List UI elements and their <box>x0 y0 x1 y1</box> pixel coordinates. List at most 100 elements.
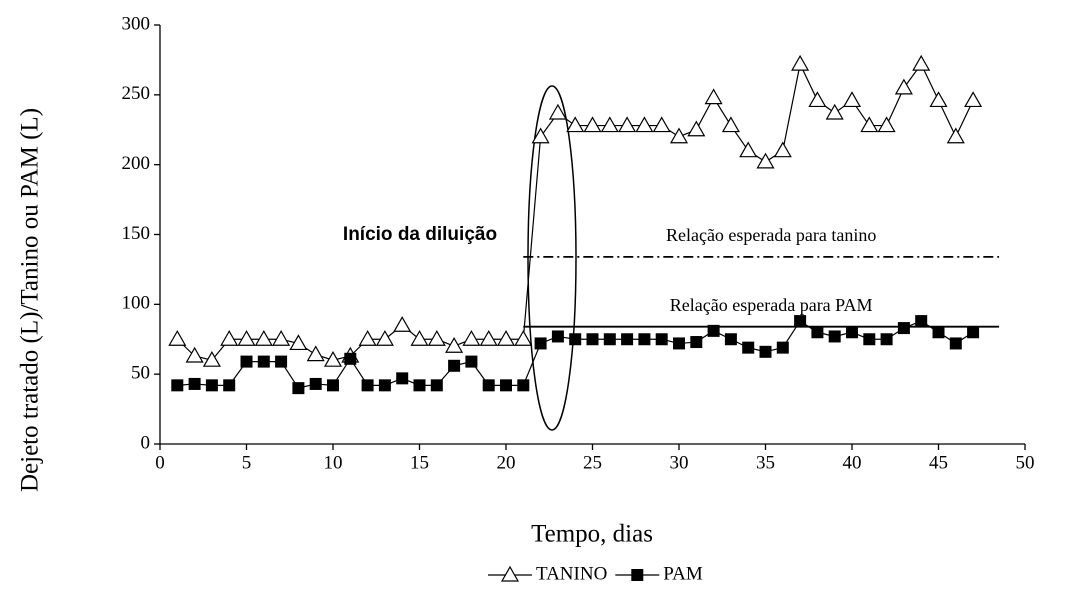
point <box>877 116 896 133</box>
x-tick-label: 10 <box>324 452 343 473</box>
point <box>721 116 740 133</box>
point <box>361 379 374 392</box>
point <box>500 379 512 392</box>
x-tick-label: 35 <box>756 452 775 473</box>
point <box>358 330 377 346</box>
annotation: Início da diluição <box>343 224 497 245</box>
point <box>289 334 308 351</box>
point <box>863 333 876 346</box>
point <box>635 116 654 133</box>
point <box>413 379 426 392</box>
point <box>704 88 723 105</box>
point <box>808 91 827 108</box>
point <box>687 120 706 137</box>
point <box>880 333 893 346</box>
point <box>773 141 792 158</box>
point <box>912 54 931 71</box>
point <box>621 333 634 346</box>
point <box>618 116 637 133</box>
point <box>756 152 775 169</box>
reference-label: Relação esperada para tanino <box>666 225 876 245</box>
point <box>894 78 913 95</box>
y-tick-label: 100 <box>122 293 151 314</box>
point <box>275 355 288 368</box>
point <box>915 315 928 328</box>
point <box>448 359 461 372</box>
point <box>327 379 339 392</box>
point <box>292 382 305 395</box>
legend-label: TANINO <box>536 563 607 584</box>
point <box>603 333 616 346</box>
point <box>534 337 547 350</box>
point <box>430 379 443 392</box>
x-tick-label: 50 <box>1016 452 1035 473</box>
point <box>759 345 772 358</box>
point <box>548 103 567 120</box>
legend-marker <box>500 565 520 582</box>
y-tick-label: 200 <box>122 153 151 174</box>
point <box>479 330 498 346</box>
highlight-ellipse <box>527 85 577 431</box>
point <box>393 316 412 332</box>
point <box>220 330 239 346</box>
point <box>583 116 602 133</box>
y-tick-label: 250 <box>122 83 151 104</box>
point <box>946 127 965 144</box>
point <box>272 330 291 346</box>
x-tick-label: 5 <box>242 452 252 473</box>
point <box>586 333 599 346</box>
point <box>306 345 325 362</box>
point <box>465 355 478 368</box>
x-tick-label: 15 <box>410 452 429 473</box>
point <box>168 330 187 346</box>
y-tick-label: 150 <box>122 223 151 244</box>
x-tick-label: 25 <box>583 452 602 473</box>
point <box>846 326 858 339</box>
point <box>185 346 204 363</box>
point <box>811 326 824 339</box>
point <box>202 350 221 367</box>
x-tick-label: 30 <box>670 452 689 473</box>
x-tick-label: 40 <box>843 452 862 473</box>
point <box>690 336 703 349</box>
point <box>673 337 685 350</box>
point <box>964 91 983 108</box>
point <box>396 372 409 385</box>
point <box>254 330 273 346</box>
point <box>652 116 671 133</box>
point <box>514 330 533 346</box>
point <box>551 330 564 343</box>
point <box>323 350 343 367</box>
reference-label: Relação esperada para PAM <box>670 295 873 315</box>
point <box>967 326 980 339</box>
x-tick-label: 0 <box>155 452 165 473</box>
point <box>776 341 789 354</box>
point <box>378 379 391 392</box>
point <box>566 116 585 133</box>
point <box>309 377 322 390</box>
point <box>828 330 841 343</box>
point <box>496 330 516 346</box>
legend-marker <box>631 569 644 581</box>
point <box>569 333 582 346</box>
x-axis-label: Tempo, dias <box>531 521 653 548</box>
y-axis-label: Dejeto tratado (L)/Tanino ou PAM (L) <box>17 108 44 492</box>
point <box>724 333 737 346</box>
point <box>205 379 218 392</box>
point <box>949 337 962 350</box>
point <box>531 127 550 144</box>
point <box>655 333 668 346</box>
y-tick-label: 0 <box>141 432 151 453</box>
point <box>842 91 862 108</box>
point <box>240 355 253 368</box>
point <box>462 330 481 346</box>
point <box>897 322 910 335</box>
x-tick-label: 20 <box>497 452 516 473</box>
point <box>638 333 651 346</box>
y-tick-label: 300 <box>122 13 151 34</box>
point <box>237 330 256 346</box>
point <box>375 330 394 346</box>
point <box>929 91 948 108</box>
point <box>791 54 810 71</box>
